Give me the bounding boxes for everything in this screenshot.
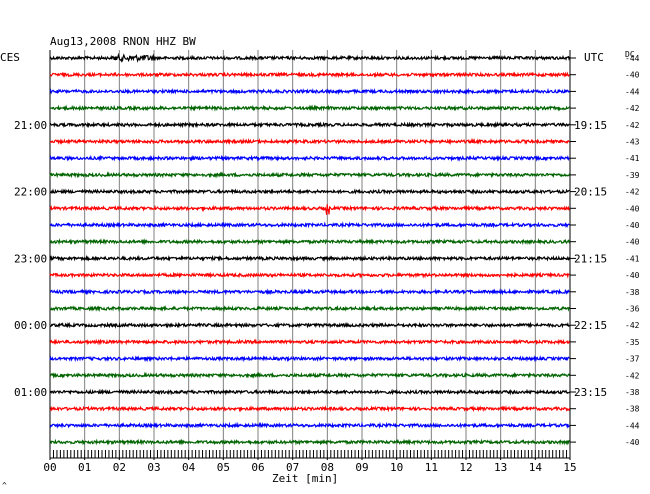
- trace-row: [49, 271, 570, 279]
- dc-offset-label: -40: [625, 271, 640, 280]
- left-time-label: 23:00: [14, 252, 47, 265]
- x-tick-label: 07: [286, 461, 299, 474]
- right-axis-label: UTC: [584, 51, 604, 64]
- dc-offset-label: -42: [625, 321, 640, 330]
- x-tick-label: 09: [355, 461, 368, 474]
- right-time-label: 22:15: [574, 319, 607, 332]
- x-axis-label: Zeit [min]: [272, 472, 338, 485]
- x-tick-label: 10: [390, 461, 403, 474]
- right-time-label: 23:15: [574, 386, 607, 399]
- x-tick-label: 02: [113, 461, 126, 474]
- trace-row: [49, 421, 571, 430]
- trace-row: [49, 87, 571, 95]
- dc-offset-label: -35: [625, 338, 640, 347]
- trace-row: [49, 171, 571, 179]
- trace-row: [49, 388, 571, 396]
- x-tick-label: 11: [425, 461, 438, 474]
- right-time-label: 21:15: [574, 252, 607, 265]
- dc-offset-label: -39: [625, 171, 640, 180]
- x-tick-label: 13: [494, 461, 507, 474]
- trace-row: [49, 104, 571, 112]
- right-time-label: 19:15: [574, 119, 607, 132]
- x-tick-label: 12: [459, 461, 472, 474]
- chart-title: Aug13,2008 RNON HHZ BW: [50, 35, 196, 48]
- dc-offset-label: -38: [625, 388, 640, 397]
- dc-offset-label: -38: [625, 405, 640, 414]
- dc-offset-label: -40: [625, 221, 640, 230]
- dc-offset-label: -42: [625, 104, 640, 113]
- trace-row: [49, 321, 571, 329]
- dc-offset-label: -38: [625, 288, 640, 297]
- dc-offset-label: -41: [625, 154, 640, 163]
- trace-row: [49, 354, 570, 363]
- grid-lines: [49, 50, 571, 450]
- seismic-traces: [49, 52, 576, 446]
- left-time-label: 21:00: [14, 119, 47, 132]
- trace-row: [49, 238, 571, 246]
- left-time-label: 01:00: [14, 386, 47, 399]
- dc-offset-label: -40: [625, 238, 640, 247]
- trace-row: [49, 405, 571, 413]
- trace-row: [49, 52, 571, 63]
- x-tick-label: 14: [529, 461, 543, 474]
- dc-offset-label: -42: [625, 371, 640, 380]
- x-tick-label: 03: [147, 461, 160, 474]
- x-tick-label: 15: [563, 461, 576, 474]
- x-tick-label: 06: [251, 461, 264, 474]
- dc-offset-label: -44: [625, 54, 640, 63]
- trace-row: [49, 154, 570, 162]
- dc-offset-label: -43: [625, 138, 640, 147]
- trace-row: [49, 338, 571, 346]
- trace-row: [49, 204, 571, 215]
- dc-offset-label: -40: [625, 438, 640, 447]
- dc-offset-label: -40: [625, 204, 640, 213]
- dc-offset-label: -37: [625, 355, 640, 364]
- footnote-mark: ^: [2, 481, 7, 490]
- trace-row: [49, 188, 570, 196]
- dc-offset-label: -36: [625, 305, 640, 314]
- trace-row: [49, 254, 571, 262]
- dc-offset-label: -44: [625, 421, 640, 430]
- trace-row: [49, 438, 570, 446]
- x-tick-label: 01: [78, 461, 91, 474]
- trace-row: [49, 221, 570, 229]
- trace-row: [49, 304, 570, 313]
- dc-offset-label: -42: [625, 121, 640, 130]
- trace-row: [49, 121, 570, 129]
- trace-row: [49, 71, 570, 79]
- dc-offset-label: -42: [625, 188, 640, 197]
- trace-row: [49, 288, 570, 296]
- dc-offset-label: -44: [625, 87, 640, 96]
- left-axis-label: CES: [0, 51, 20, 64]
- dc-offset-label: -40: [625, 71, 640, 80]
- left-time-label: 00:00: [14, 319, 47, 332]
- right-time-label: 20:15: [574, 186, 607, 199]
- trace-row: [49, 137, 570, 146]
- dc-label: DC: [625, 50, 635, 59]
- x-tick-label: 08: [321, 461, 334, 474]
- trace-row: [49, 371, 571, 379]
- x-tick-label: 04: [182, 461, 196, 474]
- x-tick-label: 05: [217, 461, 230, 474]
- x-tick-label: 00: [43, 461, 56, 474]
- x-axis: 00 01 02 03 04 05 06 07 08 09 10 11 12 13 14 15: [43, 450, 577, 474]
- dc-offset-label: -41: [625, 254, 640, 263]
- labels: Aug13,2008 RNON HHZ BW CES UTC DC Zeit […: [0, 35, 640, 490]
- left-time-label: 22:00: [14, 186, 47, 199]
